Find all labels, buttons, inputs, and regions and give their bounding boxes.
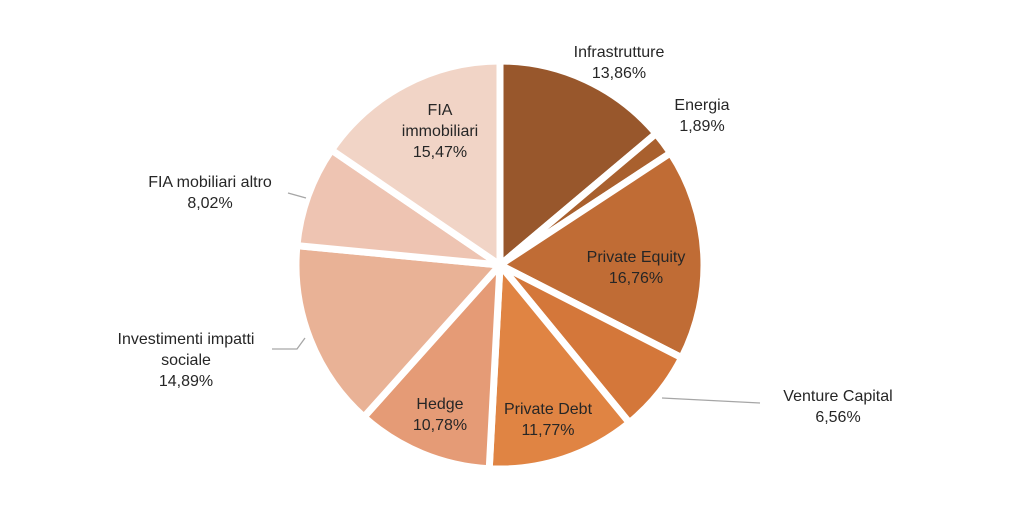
pie-slice-hedge — [360, 261, 504, 473]
slice-label-investimenti-impatti-sociale: Investimenti impatti sociale 14,89% — [118, 331, 255, 390]
slice-value: 13,86% — [592, 65, 646, 82]
slice-label-infrastrutture: Infrastrutture 13,86% — [574, 44, 665, 82]
slice-name: Investimenti impatti — [118, 331, 255, 348]
slice-name: Private Debt — [504, 401, 593, 418]
slice-value: 16,76% — [609, 270, 663, 287]
slice-label-fia-immobiliari: FIA immobiliari 15,47% — [402, 102, 478, 161]
slice-name: Venture Capital — [783, 388, 892, 405]
leader-line-venture-capital — [661, 397, 761, 404]
slice-label-fia-mobiliari-altro: FIA mobiliari altro 8,02% — [148, 174, 272, 212]
slice-name: Energia — [674, 97, 729, 114]
slice-name: Hedge — [416, 396, 463, 413]
slice-value: 14,89% — [159, 373, 213, 390]
leader-line-fia-mobiliari-altro — [287, 192, 307, 199]
pie-slice-investimenti-impatti-sociale — [292, 242, 504, 421]
slice-value: 10,78% — [413, 417, 467, 434]
slice-value: 11,77% — [521, 422, 574, 439]
pie-slice-private-equity — [496, 149, 708, 362]
slice-name: Infrastrutture — [574, 44, 665, 61]
slice-value: 1,89% — [679, 118, 724, 135]
slice-label-private-equity: Private Equity 16,76% — [587, 249, 686, 287]
slice-name: FIA mobiliari altro — [148, 174, 272, 191]
slice-name: Private Equity — [587, 249, 686, 266]
slice-value: 8,02% — [187, 195, 232, 212]
slice-value: 15,47% — [413, 144, 467, 161]
slice-name: immobiliari — [402, 123, 478, 140]
slice-name: sociale — [161, 352, 211, 369]
slice-name: FIA — [428, 102, 453, 119]
slice-value: 6,56% — [815, 409, 860, 426]
slice-label-private-debt: Private Debt 11,77% — [504, 401, 593, 439]
slice-label-venture-capital: Venture Capital 6,56% — [783, 388, 892, 426]
pie-slice-private-debt — [485, 261, 633, 473]
pie-slice-fia-immobiliari — [327, 57, 504, 269]
slice-label-hedge: Hedge 10,78% — [413, 396, 467, 434]
leader-line-investimenti-impatti-sociale — [272, 337, 306, 350]
slice-label-energia: Energia 1,89% — [674, 97, 729, 135]
pie-slice-infrastrutture — [496, 57, 660, 269]
